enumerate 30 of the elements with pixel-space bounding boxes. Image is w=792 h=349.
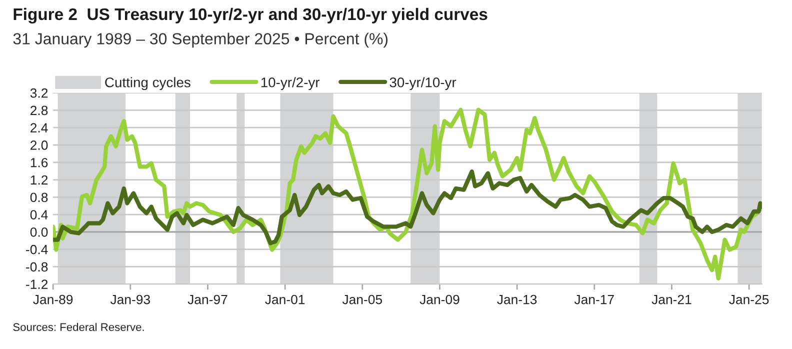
y-tick-label: 2.0 xyxy=(30,140,48,150)
y-tick-label: -1.2 xyxy=(26,280,48,289)
y-tick-label: -0.8 xyxy=(26,262,48,272)
y-tick-label: 1.2 xyxy=(30,175,48,185)
y-tick-label: 0.0 xyxy=(30,227,48,237)
y-tick-label: 0.4 xyxy=(30,210,48,220)
y-tick-label: 0.8 xyxy=(30,192,48,202)
x-tick-label: Jan-09 xyxy=(420,294,460,304)
source-note: Sources: Federal Reserve. xyxy=(13,322,144,332)
chart-title: Figure 2 US Treasury 10-yr/2-yr and 30-yr/10-yr yield curves xyxy=(14,8,488,24)
line-series xyxy=(53,169,762,246)
x-tick-label: Jan-13 xyxy=(497,294,537,304)
x-tick-label: Jan-05 xyxy=(342,294,382,304)
y-tick-label: 1.6 xyxy=(30,158,48,168)
x-tick-label: Jan-01 xyxy=(265,294,305,304)
y-tick-label: -0.4 xyxy=(26,244,48,254)
legend-label: 10-yr/2-yr xyxy=(261,77,320,90)
x-tick-label: Jan-89 xyxy=(33,294,73,304)
chart-subtitle: 31 January 1989 – 30 September 2025 • Percent (%) xyxy=(13,32,388,48)
x-tick-label: Jan-21 xyxy=(652,294,692,304)
line-series xyxy=(53,108,762,281)
y-tick-label: 2.8 xyxy=(30,106,48,116)
band-label: Cutting cycles xyxy=(105,77,190,90)
x-tick-label: Jan-93 xyxy=(110,294,150,304)
y-tick-label: 3.2 xyxy=(30,88,48,98)
legend-label: 30-yr/10-yr xyxy=(390,77,456,90)
x-tick-label: Jan-97 xyxy=(188,294,228,304)
y-tick-label: 2.4 xyxy=(30,123,48,132)
x-tick-label: Jan-25 xyxy=(729,294,769,304)
x-tick-label: Jan-17 xyxy=(574,294,614,304)
